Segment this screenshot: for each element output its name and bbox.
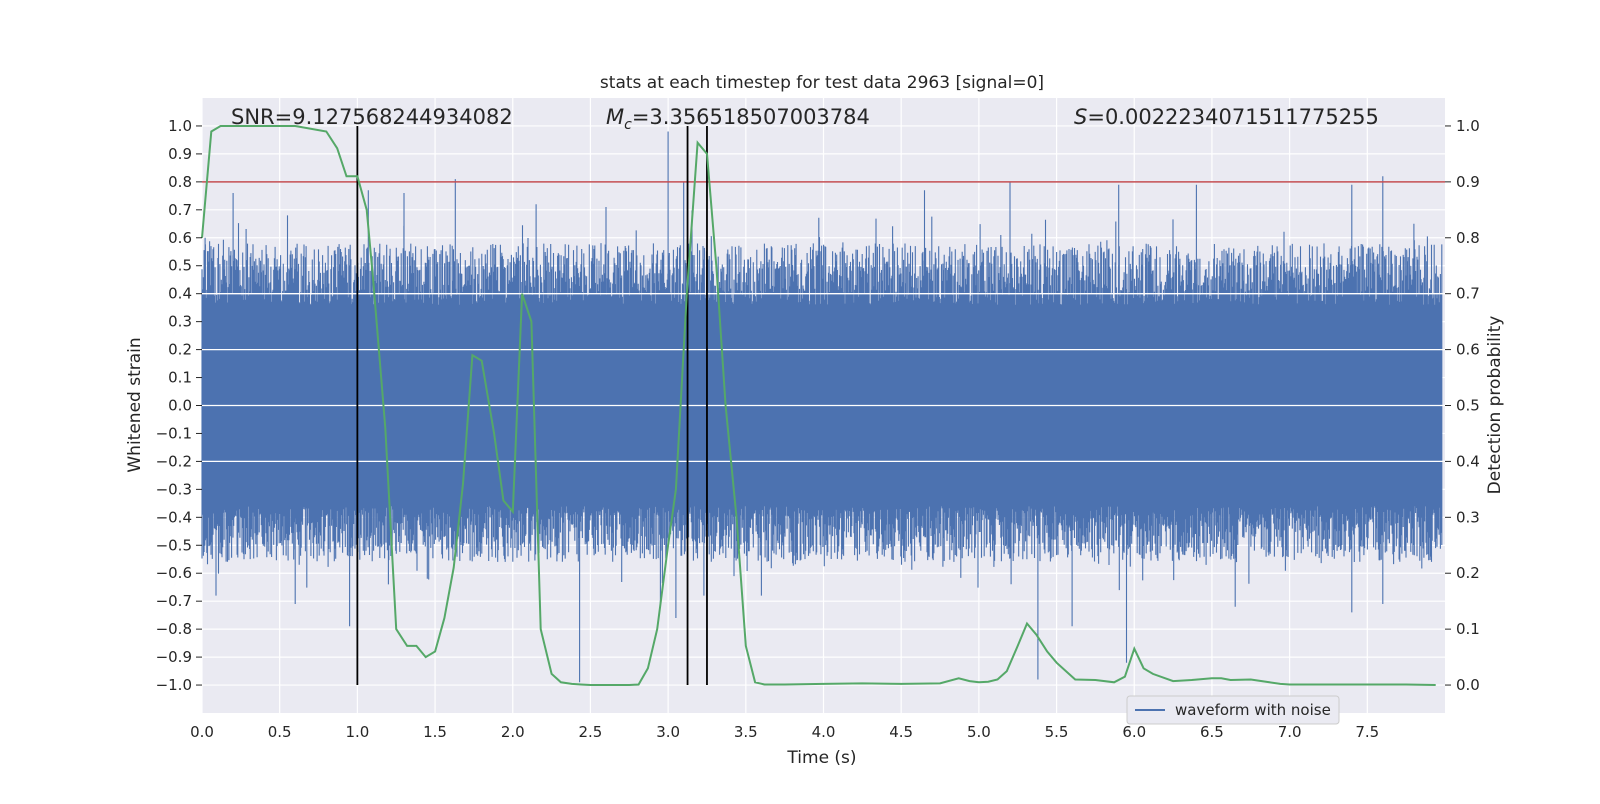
y2-tick-label: 0.1 xyxy=(1456,620,1480,638)
x-tick-labels: 0.0 0.5 1.0 1.5 2.0 2.5 3.0 3.5 4.0 4.5 5.0 5.5 6.0 6… xyxy=(190,723,1379,741)
y-axis-label: Whitened strain xyxy=(125,337,145,472)
y-tick-label: 0.8 xyxy=(168,173,192,191)
snr-annotation: SNR=9.127568244934082 xyxy=(231,105,513,129)
y2-tick-label: 0.6 xyxy=(1456,341,1480,359)
y-tick-label: 0.9 xyxy=(168,145,192,163)
x-tick-label: 6.5 xyxy=(1200,723,1224,741)
y-tick-label: −0.9 xyxy=(156,648,192,666)
y2-tick-label: 1.0 xyxy=(1456,117,1480,135)
x-tick-label: 6.0 xyxy=(1122,723,1146,741)
y-tick-label: 0.6 xyxy=(168,229,192,247)
y-tick-label: 1.0 xyxy=(168,117,192,135)
y-tick-label: 0.0 xyxy=(168,397,192,415)
s-value: =0.0022234071511775255 xyxy=(1087,105,1379,129)
mc-subscript: c xyxy=(624,117,632,133)
y-tick-label: 0.2 xyxy=(168,341,192,359)
y2-tick-label: 0.9 xyxy=(1456,173,1480,191)
y2-tick-labels: 1.0 0.9 0.8 0.7 0.6 0.5 0.4 0.3 0.2 0.1 0.0 xyxy=(1445,117,1480,694)
x-tick-label: 2.5 xyxy=(579,723,603,741)
y-tick-label: −0.7 xyxy=(156,592,192,610)
y2-tick-label: 0.0 xyxy=(1456,676,1480,694)
data-layer xyxy=(201,125,1445,686)
y-tick-label: −0.1 xyxy=(156,424,192,442)
x-tick-label: 3.5 xyxy=(734,723,758,741)
x-tick-label: 5.5 xyxy=(1045,723,1069,741)
x-tick-label: 3.0 xyxy=(656,723,680,741)
mc-value: =3.356518507003784 xyxy=(632,105,870,129)
strain-series xyxy=(201,131,1443,683)
legend-label-strain: waveform with noise xyxy=(1175,701,1331,719)
x-axis-label: Time (s) xyxy=(786,748,856,768)
y-tick-label: −0.6 xyxy=(156,564,192,582)
x-tick-label: 0.5 xyxy=(268,723,292,741)
y-tick-label: 0.4 xyxy=(168,285,192,303)
x-tick-label: 4.5 xyxy=(889,723,913,741)
x-tick-label: 7.0 xyxy=(1278,723,1302,741)
y-tick-label: 0.7 xyxy=(168,201,192,219)
chart-title: stats at each timestep for test data 296… xyxy=(600,73,1044,93)
legend-box xyxy=(1126,695,1340,725)
x-tick-label: 1.5 xyxy=(423,723,447,741)
y-tick-label: −0.2 xyxy=(156,452,192,470)
y-tick-label: 0.5 xyxy=(168,257,192,275)
y2-tick-label: 0.7 xyxy=(1456,285,1480,303)
y2-tick-label: 0.8 xyxy=(1456,229,1480,247)
x-tick-label: 2.0 xyxy=(501,723,525,741)
chirp-mass-annotation: Mc=3.356518507003784 xyxy=(606,105,870,133)
y-tick-label: −0.4 xyxy=(156,508,192,526)
y-tick-label: −0.5 xyxy=(156,536,192,554)
y-tick-label: 0.3 xyxy=(168,313,192,331)
y2-tick-label: 0.3 xyxy=(1456,508,1480,526)
s-symbol: S xyxy=(1074,105,1087,129)
y-tick-label: 0.1 xyxy=(168,369,192,387)
mc-symbol: M xyxy=(606,105,624,129)
y-tick-label: −0.8 xyxy=(156,620,192,638)
x-tick-label: 1.0 xyxy=(345,723,369,741)
legend: waveform with noise xyxy=(1126,695,1340,725)
y2-tick-label: 0.2 xyxy=(1456,564,1480,582)
y2-axis-label: Detection probability xyxy=(1485,316,1505,495)
y2-tick-label: 0.5 xyxy=(1456,397,1480,415)
x-tick-label: 5.0 xyxy=(967,723,991,741)
y-tick-label: −1.0 xyxy=(156,676,192,694)
x-tick-label: 4.0 xyxy=(812,723,836,741)
x-tick-label: 0.0 xyxy=(190,723,214,741)
x-tick-label: 7.5 xyxy=(1355,723,1379,741)
s-annotation: S=0.0022234071511775255 xyxy=(1074,105,1379,129)
y-tick-label: −0.3 xyxy=(156,480,192,498)
y2-tick-label: 0.4 xyxy=(1456,452,1480,470)
probability-series xyxy=(201,125,1436,686)
y-tick-labels: 1.0 0.9 0.8 0.7 0.6 0.5 0.4 0.3 0.2 0.1 0.0 −0.1 −0.… xyxy=(156,117,202,694)
